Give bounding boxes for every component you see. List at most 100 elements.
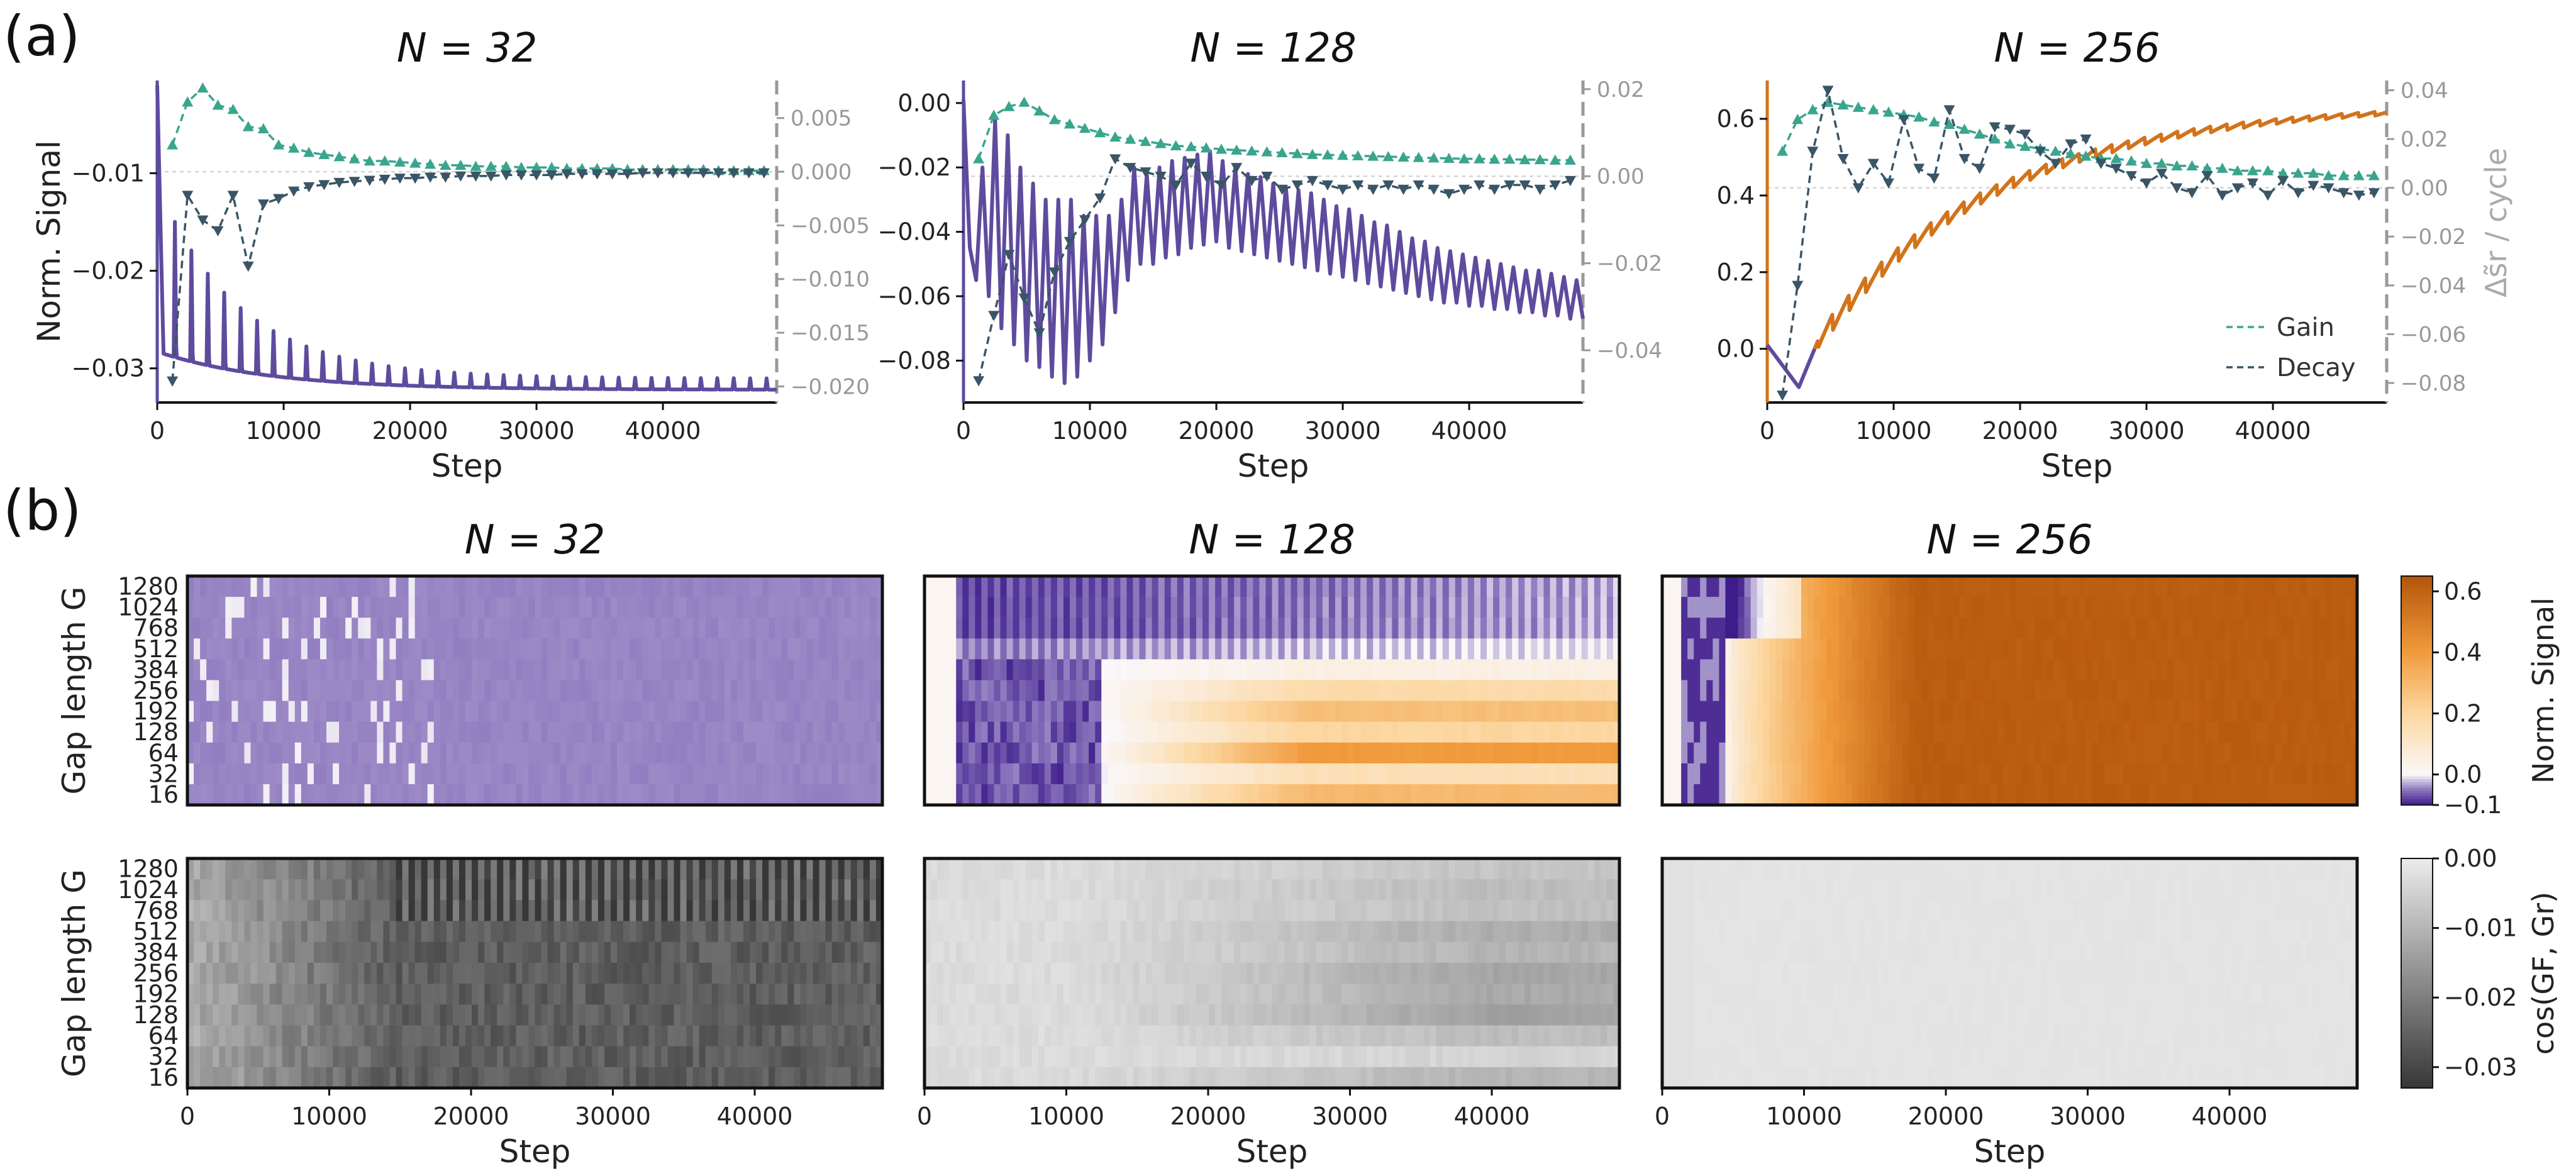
heatmap-cell <box>566 618 574 639</box>
heatmap-cell <box>617 784 624 806</box>
heatmap-cell <box>1278 680 1285 702</box>
heatmap-cell <box>1814 763 1821 785</box>
heatmap-cell <box>1221 680 1228 702</box>
heatmap-cell <box>1668 763 1675 785</box>
heatmap-cell <box>352 941 358 963</box>
heatmap-cell <box>383 784 391 806</box>
heatmap-cell <box>1253 701 1260 723</box>
heatmap-cell <box>1594 721 1601 743</box>
heatmap-cell <box>736 701 744 723</box>
heatmap-cell <box>263 1004 270 1026</box>
heatmap-cell <box>313 784 321 806</box>
heatmap-cell <box>1379 680 1386 702</box>
heatmap-cell <box>294 680 302 702</box>
heatmap-cell <box>699 680 706 702</box>
heatmap-cell <box>1978 784 1985 806</box>
heatmap-cell <box>364 858 371 880</box>
heatmap-cell <box>522 576 530 597</box>
heatmap-cell <box>2319 763 2326 785</box>
heatmap-cell <box>597 680 605 702</box>
heatmap-cell <box>219 763 226 785</box>
heatmap-cell <box>1744 659 1752 681</box>
heatmap-cell <box>1984 784 1991 806</box>
heatmap-cell <box>370 900 377 922</box>
heatmap-cell <box>2350 618 2358 639</box>
heatmap-cell <box>472 962 479 984</box>
heatmap-cell <box>831 576 839 597</box>
heatmap-cell <box>1240 742 1247 764</box>
heatmap-cell <box>875 742 883 764</box>
heatmap-cell <box>484 941 491 963</box>
heatmap-cell <box>301 638 308 660</box>
heatmap-cell <box>667 701 675 723</box>
heatmap-cell <box>2192 659 2200 681</box>
heatmap-cell <box>1662 618 1669 639</box>
decay-marker <box>1458 184 1470 195</box>
heatmap-cell <box>636 1025 643 1047</box>
heatmap-cell <box>1687 659 1694 681</box>
heatmap-cell <box>1265 721 1273 743</box>
decay-marker <box>2004 125 2016 135</box>
heatmap-cell <box>319 921 327 943</box>
heatmap-cell <box>1706 742 1713 764</box>
heatmap-cell <box>553 921 561 943</box>
heatmap-cell <box>2275 659 2282 681</box>
heatmap-cell <box>339 1025 346 1047</box>
heatmap-cell <box>1057 742 1064 764</box>
heatmap-cell <box>566 900 574 922</box>
heatmap-cell <box>1164 597 1172 618</box>
heatmap-cell <box>1076 721 1083 743</box>
heatmap-cell <box>2338 680 2345 702</box>
heatmap-cell <box>769 680 775 702</box>
heatmap-cell <box>775 659 782 681</box>
heatmap-cell <box>1694 638 1701 660</box>
heatmap-cell <box>484 784 491 806</box>
heatmap-cell <box>1196 763 1203 785</box>
heatmap-cell <box>1423 701 1431 723</box>
heatmap-cell <box>427 597 435 618</box>
heatmap-cell <box>736 763 744 785</box>
heatmap-cell <box>1417 597 1424 618</box>
decay-marker <box>394 174 406 184</box>
heatmap-cell <box>433 659 441 681</box>
heatmap-cell <box>1687 576 1694 597</box>
heatmap-cell <box>1493 680 1500 702</box>
heatmap-cell <box>1398 659 1406 681</box>
heatmap-cell <box>377 1025 384 1047</box>
heatmap-cell <box>674 984 681 1005</box>
heatmap-cell <box>617 680 624 702</box>
heatmap-cell <box>333 962 340 984</box>
heatmap-cell <box>875 1004 883 1026</box>
heatmap-cell <box>787 1025 794 1047</box>
heatmap-cell <box>617 763 624 785</box>
heatmap-cell <box>1587 618 1595 639</box>
heatmap-cell <box>370 984 377 1005</box>
heatmap-cell <box>282 597 289 618</box>
heatmap-cell <box>2079 701 2086 723</box>
heatmap-cell <box>509 879 516 901</box>
heatmap-cell <box>2129 701 2137 723</box>
heatmap-cell <box>1183 721 1191 743</box>
heatmap-cell <box>2262 763 2269 785</box>
heatmap-cell <box>699 858 706 880</box>
heatmap-cell <box>440 962 447 984</box>
heatmap-cell <box>1581 576 1589 597</box>
heatmap-cell <box>1373 618 1380 639</box>
heatmap-cell <box>611 721 618 743</box>
heatmap-cell <box>838 721 845 743</box>
heatmap-cell <box>661 784 669 806</box>
heatmap-cell <box>1537 763 1545 785</box>
heatmap-cell <box>1095 576 1102 597</box>
heatmap-cell <box>200 858 207 880</box>
heatmap-cell <box>579 742 586 764</box>
heatmap-cell <box>825 659 833 681</box>
heatmap-cell <box>2053 680 2061 702</box>
heatmap-cell <box>1379 742 1386 764</box>
heatmap-cell <box>491 763 497 785</box>
heatmap-cell <box>1057 701 1064 723</box>
heatmap-cell <box>1965 763 1972 785</box>
heatmap-cell <box>591 638 599 660</box>
heatmap-cell <box>711 638 719 660</box>
heatmap-cell <box>1858 618 1865 639</box>
heatmap-cell <box>756 721 763 743</box>
